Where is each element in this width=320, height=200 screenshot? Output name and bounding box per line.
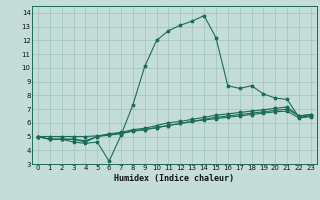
X-axis label: Humidex (Indice chaleur): Humidex (Indice chaleur)	[115, 174, 234, 183]
